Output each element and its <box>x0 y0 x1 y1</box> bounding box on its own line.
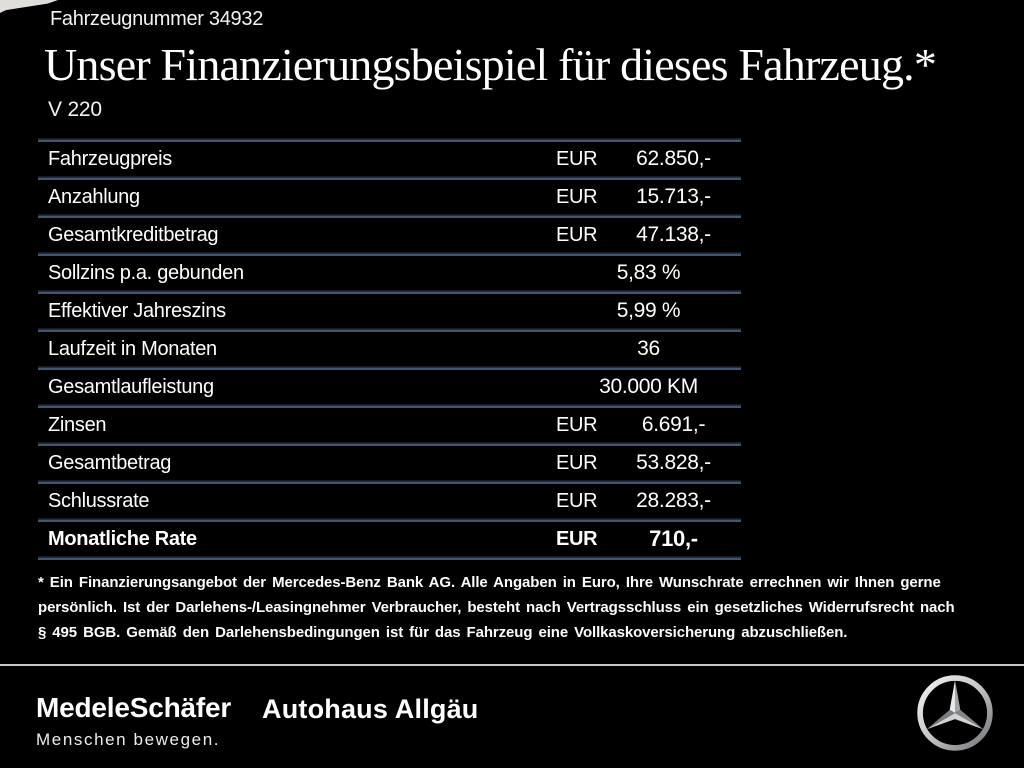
dealer-logo: MedeleSchäfer <box>36 692 232 723</box>
row-value: 710,- <box>649 526 698 551</box>
row-value: 5,83 % <box>616 261 681 284</box>
row-label: Effektiver Jahreszins <box>48 299 226 322</box>
footnote-line: persönlich. Ist der Darlehens-/Leasingne… <box>38 599 955 616</box>
vehicle-number: Fahrzeugnummer 34932 <box>50 8 264 30</box>
table-separator-line <box>38 252 741 256</box>
row-label: Schlussrate <box>48 489 150 512</box>
table-separator-line <box>38 556 741 560</box>
row-label: Gesamtbetrag <box>48 451 172 474</box>
table-separator-line <box>38 328 741 332</box>
row-value: 15.713,- <box>636 185 711 208</box>
row-label: Fahrzeugpreis <box>48 147 172 170</box>
table-row: Laufzeit in Monaten 36 <box>38 332 741 366</box>
page-title: Unser Finanzierungsbeispiel für dieses F… <box>44 39 937 90</box>
vehicle-model: V 220 <box>48 98 102 121</box>
row-value: 28.283,- <box>636 489 711 512</box>
row-currency: EUR <box>556 413 598 436</box>
table-separator-line <box>38 404 741 408</box>
table-separator-line <box>38 290 741 294</box>
row-label: Gesamtlaufleistung <box>48 375 214 398</box>
row-value: 6.691,- <box>641 413 706 436</box>
footnote: * Ein Finanzierungsangebot der Mercedes-… <box>38 570 1024 645</box>
table-row: Sollzins p.a. gebunden 5,83 % <box>38 256 741 290</box>
row-label: Monatliche Rate <box>48 527 197 550</box>
table-separator-line <box>38 176 741 180</box>
footnote-line: * Ein Finanzierungsangebot der Mercedes-… <box>38 574 941 591</box>
row-currency: EUR <box>556 489 598 512</box>
table-separator-line <box>38 442 741 446</box>
row-value: 5,99 % <box>616 299 681 322</box>
row-value: 36 <box>637 337 660 360</box>
dealer-secondary-logo: Autohaus Allgäu <box>262 694 479 724</box>
table-separator-line <box>38 138 741 142</box>
footnote-line: § 495 BGB. Gemäß den Darlehensbedingunge… <box>38 624 848 641</box>
row-currency: EUR <box>556 147 598 170</box>
row-label: Laufzeit in Monaten <box>48 337 217 360</box>
row-label: Zinsen <box>48 413 107 436</box>
table-row: Fahrzeugpreis EUR 62.850,- <box>38 142 741 176</box>
row-label: Gesamtkreditbetrag <box>48 223 219 246</box>
footer-bar: MedeleSchäfer Menschen bewegen. Autohaus… <box>0 664 1024 768</box>
row-label: Anzahlung <box>48 185 140 208</box>
table-separator-line <box>38 480 741 484</box>
table-row: Anzahlung EUR 15.713,- <box>38 180 741 214</box>
row-value: 30.000 KM <box>599 375 698 398</box>
row-currency: EUR <box>556 185 598 208</box>
row-label: Sollzins p.a. gebunden <box>48 261 244 284</box>
table-separator-line <box>38 518 741 522</box>
row-currency: EUR <box>556 451 598 474</box>
row-value: 47.138,- <box>636 223 711 246</box>
table-separator-line <box>38 366 741 370</box>
row-currency: EUR <box>556 527 598 550</box>
table-row: Gesamtbetrag EUR 53.828,- <box>38 446 741 480</box>
table-row: Zinsen EUR 6.691,- <box>38 408 741 442</box>
row-value: 53.828,- <box>636 451 711 474</box>
table-row: Effektiver Jahreszins 5,99 % <box>38 294 741 328</box>
mercedes-star-icon <box>917 675 993 751</box>
finance-table: Fahrzeugpreis EUR 62.850,- Anzahlung EUR 15.7… <box>38 138 741 560</box>
table-row: Gesamtlaufleistung 30.000 KM <box>38 370 741 404</box>
row-value: 62.850,- <box>636 147 711 170</box>
table-row: Schlussrate EUR 28.283,- <box>38 484 741 518</box>
table-separator-line <box>38 214 741 218</box>
table-row: Monatliche Rate EUR 710,- <box>38 522 741 556</box>
row-currency: EUR <box>556 223 598 246</box>
table-row: Gesamtkreditbetrag EUR 47.138,- <box>38 218 741 252</box>
dealer-tagline: Menschen bewegen. <box>36 730 221 749</box>
